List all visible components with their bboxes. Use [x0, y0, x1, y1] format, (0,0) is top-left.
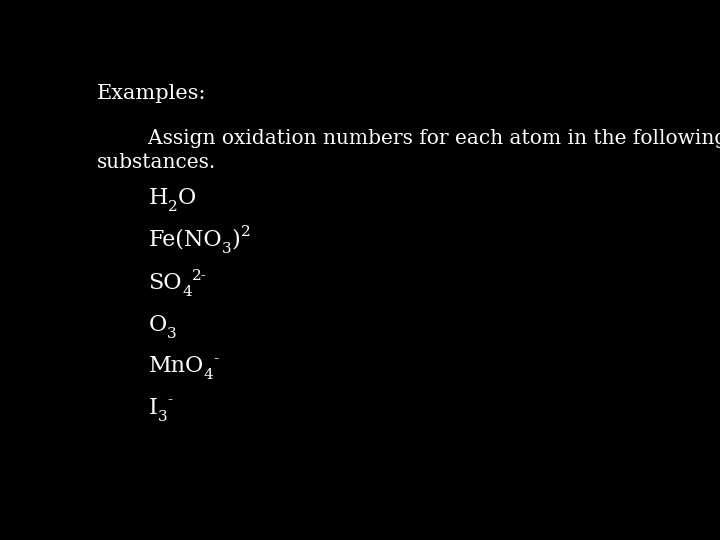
Text: SO: SO — [148, 272, 182, 294]
Text: 2: 2 — [168, 200, 178, 214]
Text: Assign oxidation numbers for each atom in the following
substances.: Assign oxidation numbers for each atom i… — [97, 129, 720, 172]
Text: I: I — [148, 397, 158, 419]
Text: 4: 4 — [182, 285, 192, 299]
Text: -: - — [214, 352, 219, 366]
Text: 3: 3 — [158, 410, 167, 424]
Text: MnO: MnO — [148, 355, 204, 377]
Text: O: O — [178, 187, 196, 209]
Text: 2: 2 — [240, 225, 251, 239]
Text: Fe(NO: Fe(NO — [148, 228, 222, 251]
Text: O: O — [148, 314, 167, 336]
Text: 3: 3 — [167, 327, 176, 341]
Text: H: H — [148, 187, 168, 209]
Text: -: - — [167, 393, 172, 407]
Text: 4: 4 — [204, 368, 214, 382]
Text: ): ) — [232, 228, 240, 251]
Text: Examples:: Examples: — [97, 84, 207, 103]
Text: 2-: 2- — [192, 268, 207, 282]
Text: 3: 3 — [222, 241, 232, 255]
